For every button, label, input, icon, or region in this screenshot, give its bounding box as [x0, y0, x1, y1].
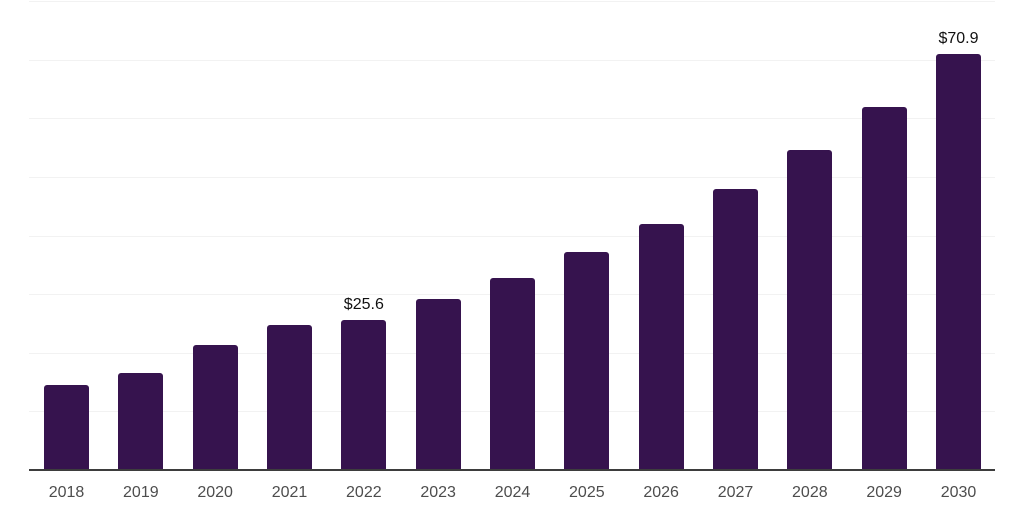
- gridline-y-70: [29, 60, 995, 61]
- bar-2018: [44, 385, 89, 470]
- gridline-y-80: [29, 1, 995, 2]
- bar-2021: [266, 325, 312, 470]
- tick-label-2027: 2027: [717, 484, 754, 501]
- bar-2023: [415, 299, 461, 470]
- bar-2020: [192, 345, 238, 470]
- tick-label-2024: 2024: [494, 484, 531, 501]
- tick-label-2028: 2028: [792, 484, 828, 501]
- bar-2024: [489, 278, 535, 470]
- bar-2025: [564, 252, 610, 470]
- bar-2028: [787, 150, 833, 470]
- gridline-y-40: [29, 236, 995, 237]
- tick-label-2018: 2018: [48, 484, 85, 501]
- bar-2026: [638, 224, 684, 470]
- bar-2029: [861, 107, 907, 470]
- x-axis-line: [29, 469, 995, 471]
- tick-label-2019: 2019: [123, 484, 159, 501]
- tick-label-2021: 2021: [271, 484, 308, 501]
- tick-label-2026: 2026: [643, 484, 679, 501]
- bar-2022: [341, 320, 387, 470]
- tick-label-2022: 2022: [346, 484, 382, 501]
- tick-label-2029: 2029: [866, 484, 902, 501]
- value-label-2030: $70.9: [938, 30, 979, 47]
- tick-label-2023: 2023: [420, 484, 456, 501]
- gridline-y-60: [29, 118, 995, 119]
- tick-label-2030: 2030: [940, 484, 977, 501]
- value-label-2022: $25.6: [343, 296, 384, 313]
- tick-label-2020: 2020: [197, 484, 233, 501]
- gridline-y-50: [29, 177, 995, 178]
- tick-label-2025: 2025: [569, 484, 605, 501]
- bar-2030: [935, 54, 981, 470]
- bar-2019: [118, 373, 164, 470]
- bar-2027: [712, 189, 758, 470]
